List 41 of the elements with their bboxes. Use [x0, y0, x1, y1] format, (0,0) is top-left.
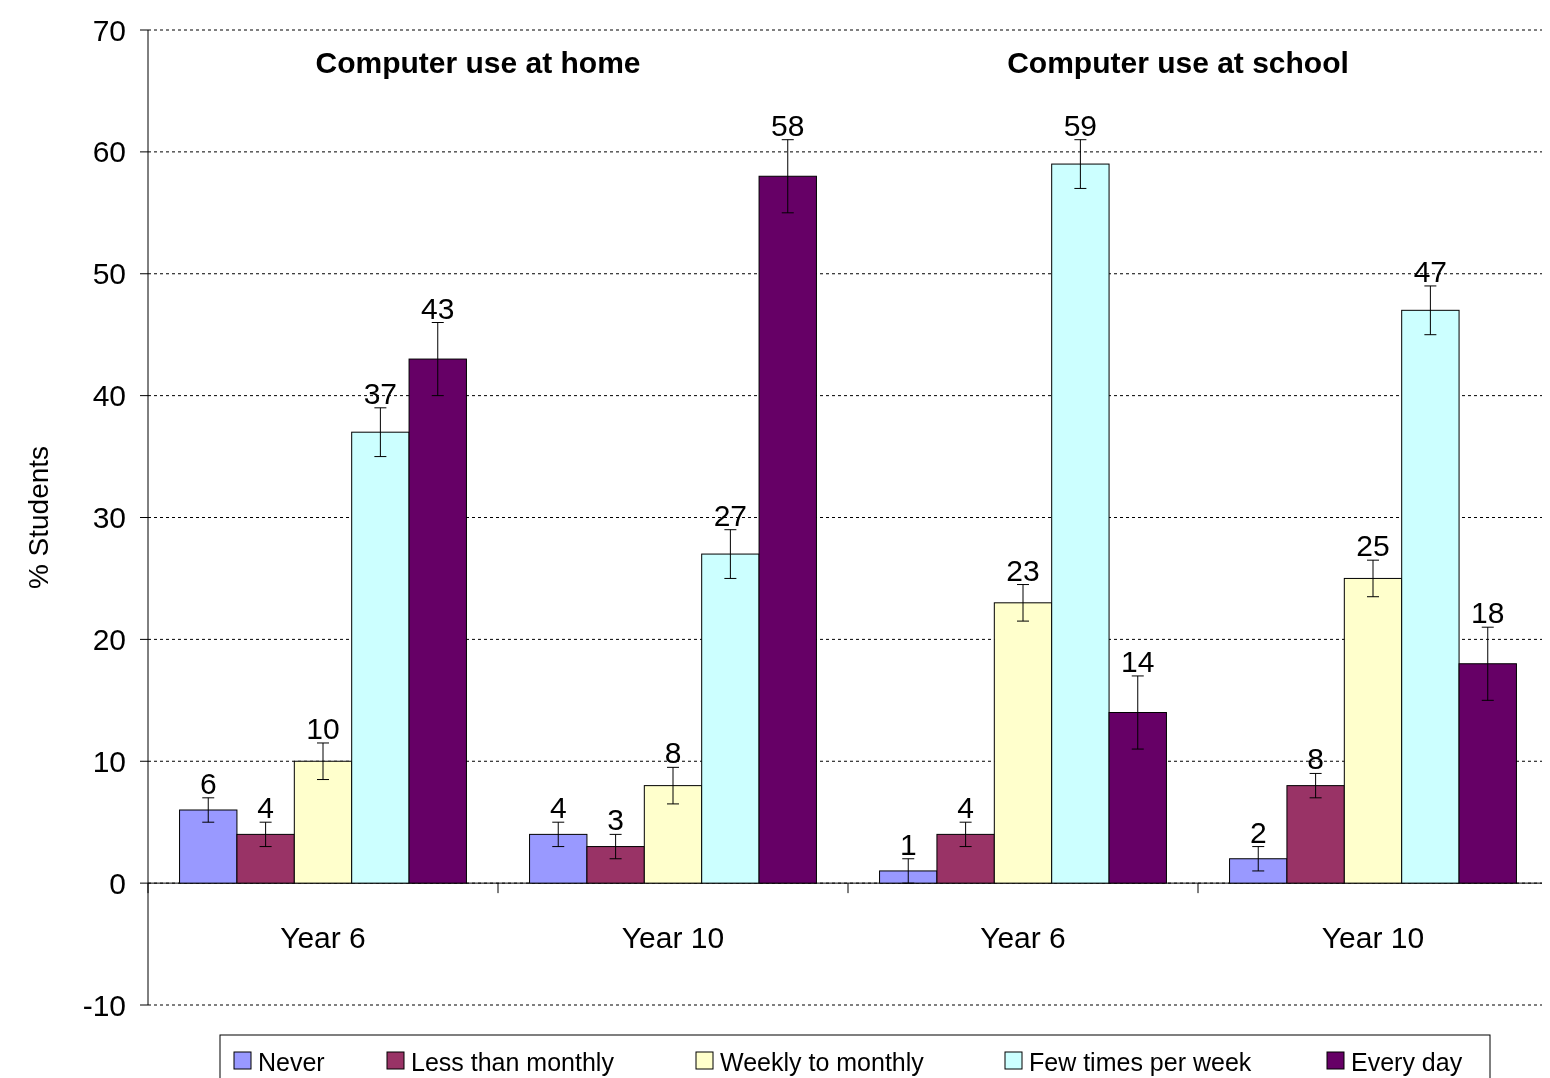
data-label: 3	[607, 803, 624, 837]
data-label: 8	[1307, 742, 1324, 776]
legend-label: Few times per week	[1029, 1047, 1252, 1076]
data-label: 43	[421, 291, 455, 325]
y-axis-title: % Students	[23, 445, 54, 590]
y-tick-label: 30	[92, 501, 126, 534]
data-label: 37	[363, 376, 398, 410]
data-label: 4	[549, 791, 567, 825]
legend-label: Weekly to monthly	[720, 1047, 925, 1076]
data-label: 1	[899, 827, 917, 861]
y-tick-label: 0	[109, 866, 126, 900]
legend-label: Less than monthly	[411, 1047, 615, 1076]
data-label: 14	[1121, 644, 1155, 678]
data-label: 8	[664, 736, 682, 770]
y-tick-label: 60	[92, 135, 126, 169]
y-tick-label: 50	[92, 257, 126, 291]
data-label: 10	[306, 711, 340, 745]
y-tick-label: 70	[92, 13, 126, 47]
data-label: 59	[1063, 108, 1098, 142]
data-label: 4	[957, 791, 974, 825]
data-label: 27	[713, 498, 748, 532]
annotation: Computer use at home	[315, 46, 641, 79]
data-label: 23	[1006, 553, 1040, 587]
data-label: 6	[199, 766, 217, 800]
data-label: 47	[1413, 254, 1448, 288]
data-label: 2	[1249, 815, 1267, 849]
y-tick-label: -10	[82, 988, 126, 1022]
data-label: 18	[1471, 596, 1505, 630]
x-tick-label: Year 6	[280, 921, 366, 955]
y-tick-label: 10	[92, 744, 126, 778]
data-label: 25	[1356, 529, 1390, 563]
x-tick-label: Year 10	[1321, 921, 1425, 955]
annotation: Computer use at school	[1007, 46, 1349, 79]
x-tick-label: Year 10	[621, 921, 725, 955]
y-tick-label: 40	[92, 379, 126, 413]
legend-label: Every day	[1351, 1047, 1463, 1076]
legend-label: Never	[258, 1047, 325, 1076]
data-label: 58	[771, 108, 805, 142]
x-tick-label: Year 6	[980, 921, 1066, 955]
y-tick-label: 20	[92, 622, 126, 656]
data-label: 4	[257, 791, 274, 825]
